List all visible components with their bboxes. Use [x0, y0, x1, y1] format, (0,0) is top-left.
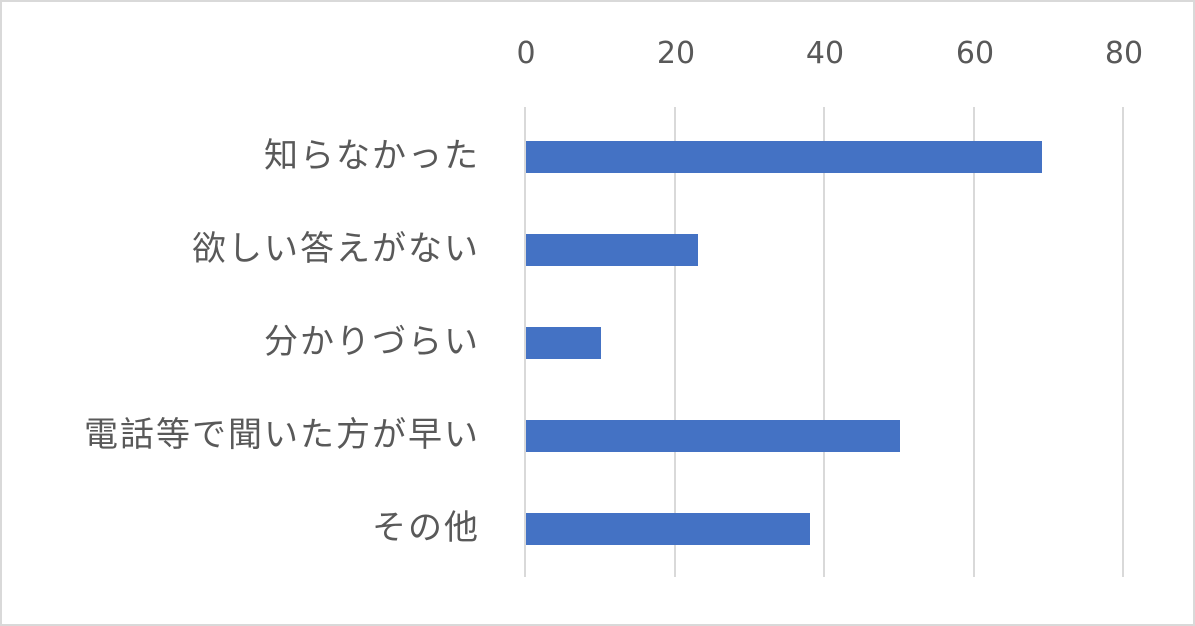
category-label: 知らなかった	[264, 136, 480, 176]
gridline	[674, 107, 676, 577]
gridline	[973, 107, 975, 577]
category-label: 欲しい答えがない	[192, 229, 480, 269]
gridline	[524, 107, 526, 577]
gridline	[823, 107, 825, 577]
x-tick-60: 60	[955, 36, 995, 71]
gridline	[1122, 107, 1124, 577]
bar	[526, 420, 900, 452]
plot-area	[524, 107, 1125, 577]
x-tick-20: 20	[656, 36, 696, 71]
category-label: その他	[372, 508, 480, 548]
bar	[526, 234, 698, 266]
x-tick-0: 0	[516, 36, 536, 71]
bar	[526, 141, 1042, 173]
x-tick-40: 40	[805, 36, 845, 71]
x-tick-80: 80	[1104, 36, 1144, 71]
bar	[526, 327, 601, 359]
category-label: 分かりづらい	[264, 322, 480, 362]
category-label: 電話等で聞いた方が早い	[84, 415, 480, 455]
bar	[526, 513, 810, 545]
